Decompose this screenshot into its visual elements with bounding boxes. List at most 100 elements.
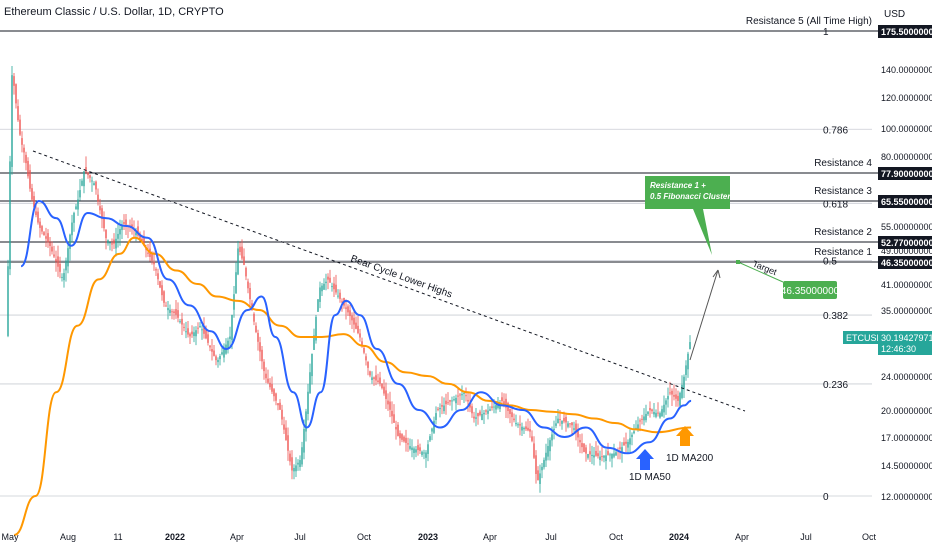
candle-body xyxy=(591,454,593,457)
candle-body xyxy=(229,336,231,339)
candle-body xyxy=(161,285,163,296)
price-tick-label: 100.00000000 xyxy=(881,124,932,134)
candle-body xyxy=(651,409,653,412)
candle-body xyxy=(555,423,557,426)
candle-body xyxy=(257,332,259,342)
candle-body xyxy=(91,180,93,182)
candle-body xyxy=(209,345,211,348)
candle-body xyxy=(231,314,233,341)
candle-body xyxy=(223,348,225,358)
candle-body xyxy=(81,180,83,186)
price-line-tag-value: 52.77000000 xyxy=(881,238,932,248)
candle-body xyxy=(629,438,631,445)
ma50-label: 1D MA50 xyxy=(629,472,671,483)
time-tick-label: 2022 xyxy=(165,532,185,542)
current-price-tag xyxy=(878,331,932,355)
candle-body xyxy=(599,456,601,460)
price-axis[interactable]: 140.00000000 120.00000000 100.00000000 80.0… xyxy=(843,0,932,550)
candle-body xyxy=(625,441,627,444)
candle-body xyxy=(187,328,189,335)
candle-body xyxy=(453,399,455,401)
bear-trendline xyxy=(32,150,746,412)
candle-body xyxy=(185,331,187,333)
candle-body xyxy=(123,222,125,224)
candle-body xyxy=(441,405,443,407)
candle-body xyxy=(655,412,657,417)
candle-body xyxy=(663,404,665,413)
candle-body xyxy=(153,261,155,265)
candle-body xyxy=(391,410,393,417)
currency-label[interactable]: USD xyxy=(884,9,906,20)
candle-body xyxy=(155,269,157,271)
candle-body xyxy=(447,402,449,404)
price-line-tag xyxy=(878,195,932,208)
candle-body xyxy=(523,427,525,430)
candle-body xyxy=(669,392,671,394)
price-line-tag xyxy=(878,25,932,38)
candle-body xyxy=(87,172,89,176)
target-value: 46.35000000 xyxy=(781,286,840,297)
candle-body xyxy=(77,199,79,210)
candle-body xyxy=(173,311,175,314)
candle-body xyxy=(241,246,243,259)
candle-body xyxy=(85,167,87,173)
candle-body xyxy=(683,376,685,390)
candle-body xyxy=(189,333,191,337)
cluster-label-line2: 0.5 Fibonacci Cluster xyxy=(650,192,731,201)
candle-body xyxy=(371,377,373,381)
candle-body xyxy=(547,446,549,457)
candle-body xyxy=(671,390,673,395)
candle-body xyxy=(17,106,19,121)
resistance-label: Resistance 4 xyxy=(814,158,872,169)
candle-body xyxy=(393,414,395,423)
candle-body xyxy=(309,372,311,393)
price-line-tag-value: 65.55000000 xyxy=(881,197,932,207)
price-tick-label: 12.00000000 xyxy=(881,492,932,502)
candle-body xyxy=(267,378,269,383)
candle-body xyxy=(631,434,633,437)
candle-body xyxy=(243,256,245,265)
fib-label: 0.236 xyxy=(823,380,848,391)
candle-body xyxy=(335,284,337,293)
candle-body xyxy=(53,254,55,257)
candle-body xyxy=(385,390,387,399)
candle-body xyxy=(333,283,335,290)
resistance-label: Resistance 5 (All Time High) xyxy=(746,16,872,27)
candle-body xyxy=(461,394,463,396)
candle-body xyxy=(645,413,647,421)
candle-body xyxy=(113,239,115,244)
ma200-arrow xyxy=(676,426,694,446)
candle-body xyxy=(383,386,385,394)
candle-body xyxy=(197,327,199,329)
candle-body xyxy=(649,407,651,411)
candle-body xyxy=(49,242,51,247)
price-tick-label: 20.00000000 xyxy=(881,406,932,416)
candle-body xyxy=(513,418,515,421)
price-tick-label: 35.00000000 xyxy=(881,306,932,316)
time-axis[interactable]: May Aug 11 2022 Apr Jul Oct 2023 Apr Jul Oct 2024 Ap… xyxy=(1,532,876,542)
candle-body xyxy=(245,267,247,277)
time-tick-label: Aug xyxy=(60,532,76,542)
candle-body xyxy=(27,160,29,177)
candle-body xyxy=(345,307,347,309)
candle-body xyxy=(415,449,417,453)
candle-body xyxy=(569,423,571,425)
candle-body xyxy=(605,455,607,462)
candle-body xyxy=(271,384,273,392)
candle-body xyxy=(323,283,325,290)
candle-body xyxy=(365,356,367,361)
candle-body xyxy=(79,190,81,198)
candle-body xyxy=(525,426,527,430)
price-line-tag-value: 46.35000000 xyxy=(881,258,932,268)
candle-body xyxy=(551,434,553,441)
candle-body xyxy=(143,236,145,246)
candle-body xyxy=(537,470,539,481)
price-line-tag-value: 77.90000000 xyxy=(881,169,932,179)
candle-body xyxy=(529,429,531,432)
candle-body xyxy=(45,236,47,239)
price-tick-label: 17.00000000 xyxy=(881,433,932,443)
candle-body xyxy=(97,194,99,202)
time-tick-label: 2024 xyxy=(669,532,689,542)
candle-body xyxy=(21,138,23,145)
